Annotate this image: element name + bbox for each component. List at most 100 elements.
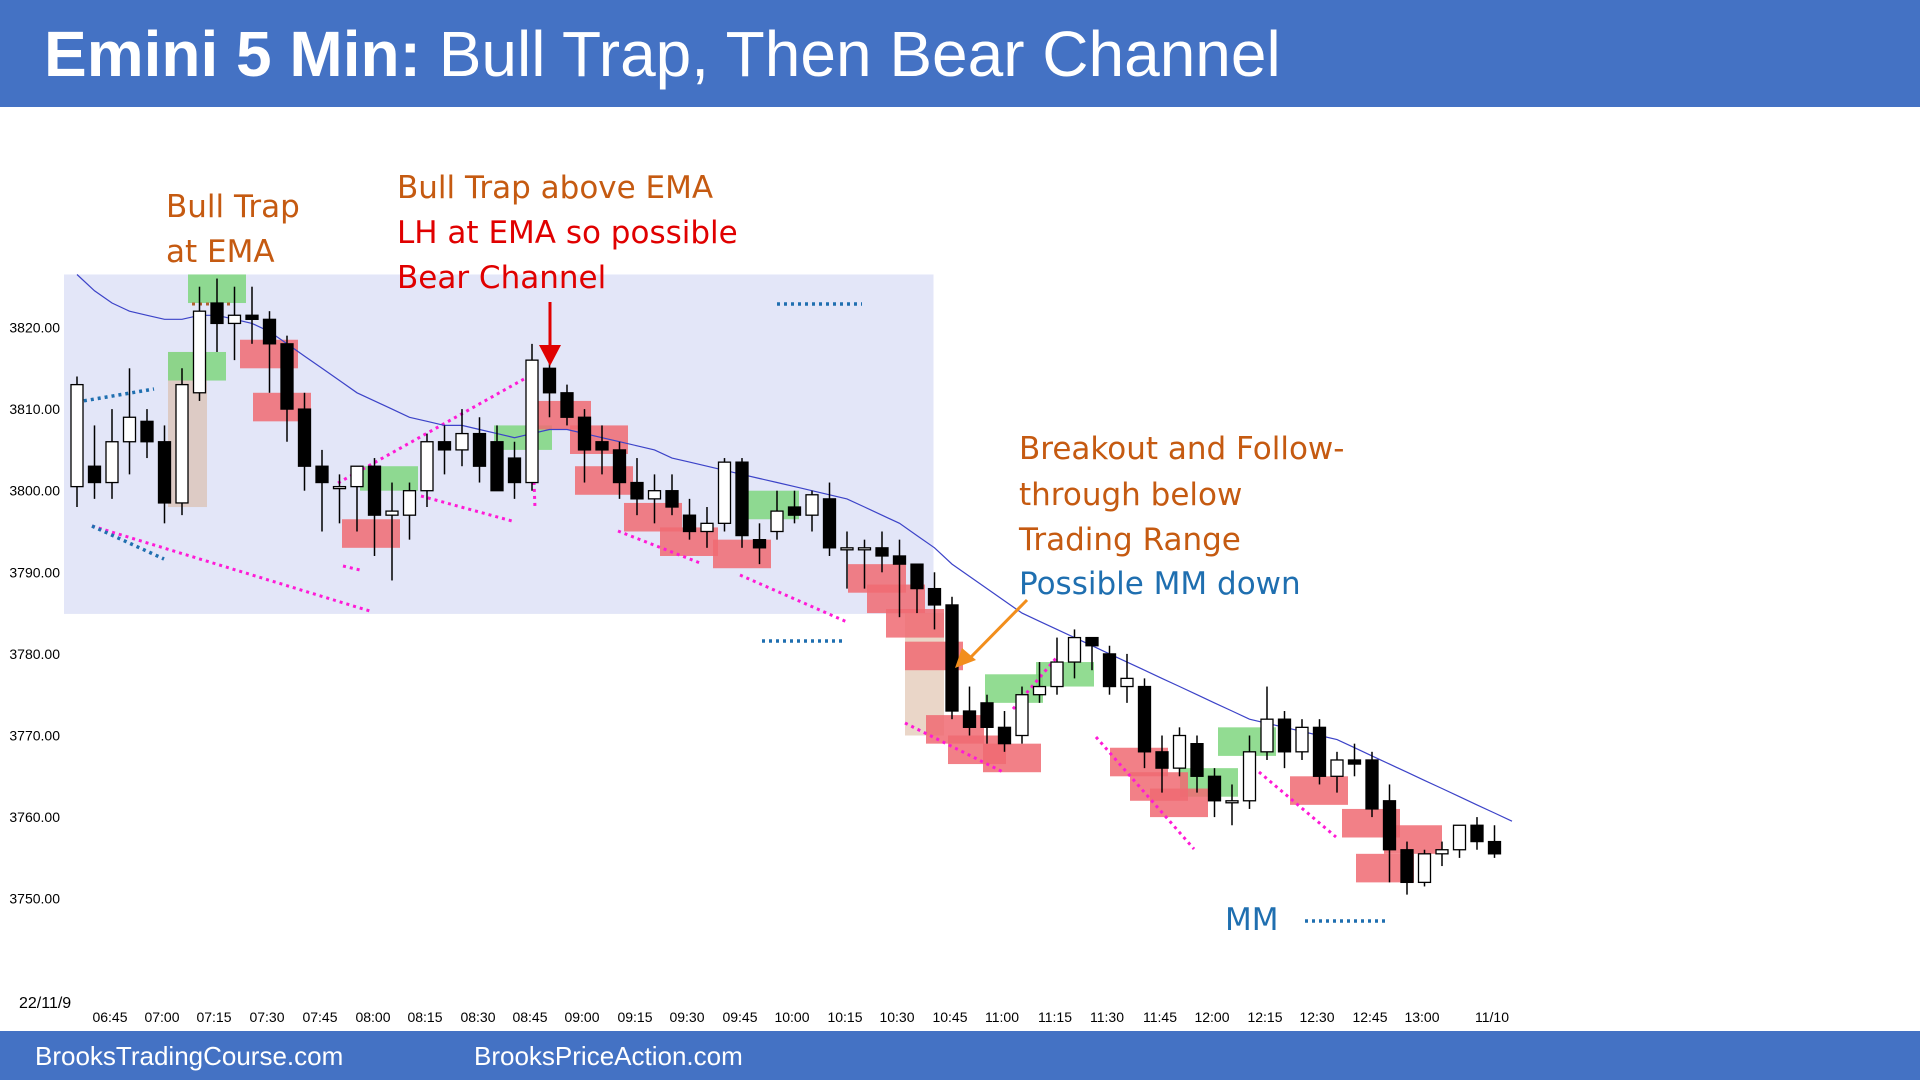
y-tick-label-3: 3780.00 xyxy=(9,646,60,662)
annotation-bull-trap: Bull Trap xyxy=(166,189,300,225)
x-tick-label-6: 08:15 xyxy=(407,1009,442,1025)
x-tick-label-10: 09:15 xyxy=(617,1009,652,1025)
candle-body-32 xyxy=(630,481,644,500)
candle-body-73 xyxy=(1347,759,1362,765)
x-tick-label-1: 07:00 xyxy=(144,1009,179,1025)
candle-body-53 xyxy=(997,726,1012,745)
date-label: 22/11/9 xyxy=(19,995,71,1012)
candle-body-12 xyxy=(280,343,294,410)
candle-body-55 xyxy=(1032,685,1047,696)
x-tick-label-15: 10:30 xyxy=(879,1009,914,1025)
y-tick-label-0: 3750.00 xyxy=(9,891,60,907)
x-tick-label-24: 12:45 xyxy=(1352,1009,1387,1025)
candle-body-14 xyxy=(315,465,329,484)
candle-body-13 xyxy=(297,408,312,467)
annotation-breakout: Breakout and Follow- xyxy=(1019,431,1345,467)
candle-body-4 xyxy=(140,420,154,443)
candle-body-21 xyxy=(437,441,452,451)
candle-body-8 xyxy=(210,302,224,325)
candle-body-72 xyxy=(1330,759,1344,777)
candle-body-6 xyxy=(175,383,189,504)
candle-body-24 xyxy=(490,441,504,492)
x-tick-label-25: 13:00 xyxy=(1404,1009,1439,1025)
candle-body-39 xyxy=(752,539,767,549)
trend-line-10 xyxy=(342,564,361,572)
highlight-box-r-29 xyxy=(1150,788,1208,818)
candle-body-9 xyxy=(227,314,242,325)
candle-body-76 xyxy=(1400,849,1414,884)
x-tick-label-2: 07:15 xyxy=(196,1009,231,1025)
trend-line-7 xyxy=(1011,656,1059,710)
x-tick-label-14: 10:15 xyxy=(827,1009,862,1025)
red-arrow-head xyxy=(539,345,561,366)
candle-body-16 xyxy=(350,465,364,488)
trend-line-5 xyxy=(739,573,848,624)
highlight-box-g-7 xyxy=(1036,662,1094,687)
candle-body-11 xyxy=(262,318,277,345)
candle-body-68 xyxy=(1260,718,1274,753)
candle-body-33 xyxy=(647,490,662,500)
candle-body-25 xyxy=(507,457,522,484)
candle-body-47 xyxy=(892,555,907,565)
candle-body-10 xyxy=(245,314,259,320)
candle-body-41 xyxy=(787,506,802,516)
y-tick-label-6: 3810.00 xyxy=(9,401,60,417)
y-tick-label-4: 3790.00 xyxy=(9,564,60,580)
x-tick-label-4: 07:45 xyxy=(302,1009,337,1025)
candle-body-56 xyxy=(1050,661,1064,688)
candle-body-31 xyxy=(612,449,627,484)
title-banner: Emini 5 Min: Bull Trap, Then Bear Channe… xyxy=(0,0,1920,107)
candle-body-0 xyxy=(70,383,84,488)
orange-arrow-shaft xyxy=(966,598,1029,662)
highlight-box-r-21 xyxy=(867,584,925,614)
candle-body-35 xyxy=(682,514,697,533)
annotation-bear-channel: Bear Channel xyxy=(397,260,607,296)
candle-body-66 xyxy=(1225,800,1239,804)
x-tick-label-17: 11:00 xyxy=(985,1009,1019,1025)
x-tick-label-16: 10:45 xyxy=(932,1009,967,1025)
y-tick-label-2: 3770.00 xyxy=(9,728,60,744)
footer-link-price-action[interactable]: BrooksPriceAction.com xyxy=(474,1041,743,1071)
y-tick-label-5: 3800.00 xyxy=(9,483,60,499)
candle-body-62 xyxy=(1155,751,1169,769)
candle-body-23 xyxy=(472,432,487,467)
x-tick-label-12: 09:45 xyxy=(722,1009,757,1025)
candle-body-17 xyxy=(367,465,382,516)
candle-body-58 xyxy=(1085,636,1099,647)
x-tick-label-5: 08:00 xyxy=(355,1009,390,1025)
footer-link-trading-course[interactable]: BrooksTradingCourse.com xyxy=(35,1041,344,1071)
candle-body-59 xyxy=(1102,653,1117,688)
annotation-trading-range: Trading Range xyxy=(1019,522,1241,558)
candle-body-64 xyxy=(1190,743,1204,777)
trend-line-9 xyxy=(1258,770,1337,839)
annotation-mm: MM xyxy=(1225,902,1279,938)
annotation-at-ema: at EMA xyxy=(166,234,275,270)
blue-dotted-line-0 xyxy=(76,387,155,404)
candle-body-54 xyxy=(1015,694,1029,737)
x-tick-label-13: 10:00 xyxy=(774,1009,809,1025)
x-tick-label-11: 09:30 xyxy=(669,1009,704,1025)
x-tick-label-8: 08:45 xyxy=(512,1009,547,1025)
x-tick-label-26: 11/10 xyxy=(1475,1009,1509,1025)
highlight-box-r-13 xyxy=(342,519,400,548)
y-tick-label-7: 3820.00 xyxy=(9,320,60,336)
candle-body-50 xyxy=(945,604,959,712)
candle-body-57 xyxy=(1067,636,1082,663)
title-text: Bull Trap, Then Bear Channel xyxy=(438,18,1281,90)
candle-body-20 xyxy=(420,441,434,492)
orange-arrow-head xyxy=(955,648,976,668)
candle-body-3 xyxy=(122,416,137,443)
trend-line-1 xyxy=(337,372,534,485)
candle-body-7 xyxy=(192,310,207,394)
candle-body-36 xyxy=(700,522,714,533)
candle-body-78 xyxy=(1435,849,1449,855)
candle-body-37 xyxy=(717,461,732,524)
annotation-possible-mm: Possible MM down xyxy=(1019,566,1301,602)
candle-body-61 xyxy=(1137,685,1152,753)
candle-body-67 xyxy=(1242,751,1257,802)
candle-body-60 xyxy=(1120,677,1134,688)
candle-body-48 xyxy=(910,563,924,590)
candle-body-79 xyxy=(1452,824,1467,851)
candle-body-5 xyxy=(157,441,172,504)
candle-body-34 xyxy=(665,490,679,508)
